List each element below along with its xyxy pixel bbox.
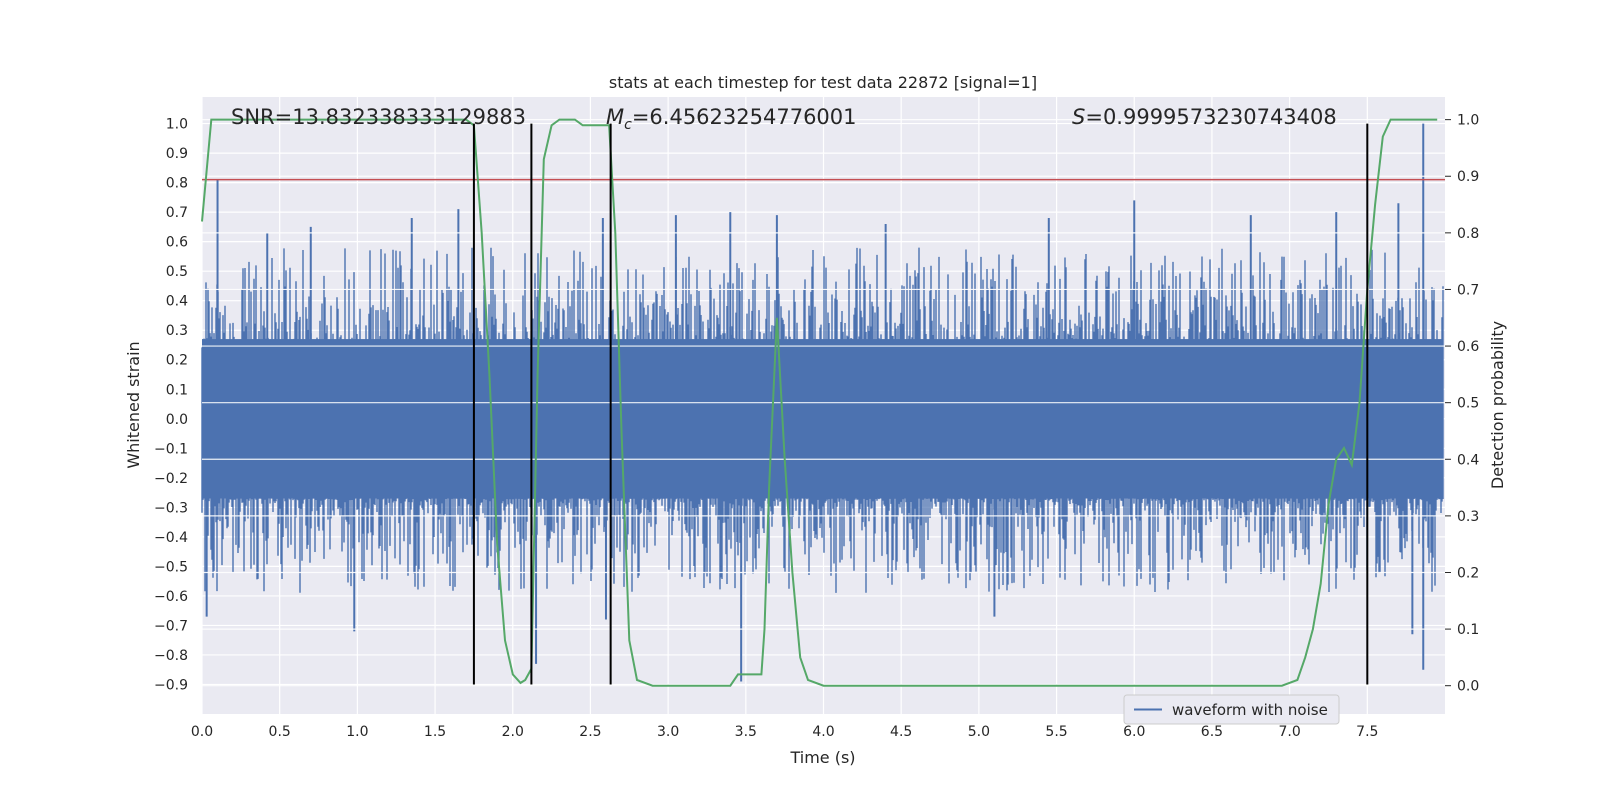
x-tick-label: 2.5 [579, 724, 601, 740]
x-tick-label: 0.0 [191, 724, 213, 740]
x-tick-label: 4.0 [812, 724, 834, 740]
y-tick-label-right: 1.0 [1457, 113, 1479, 129]
x-tick-label: 1.5 [424, 724, 446, 740]
y-tick-label-left: 0.9 [166, 146, 188, 162]
y-tick-label-left: 0.4 [166, 294, 188, 310]
x-tick-labels: 0.0 0.5 1.0 1.5 2.0 2.5 3.0 3.5 4.0 4.5 5.0 5.5 6.0 6… [191, 724, 1379, 740]
chirp-mass-annotation: Mc=6.45623254776001 [606, 105, 857, 133]
chirp-mass-symbol: M [606, 105, 624, 129]
y-tick-label-right: 0.1 [1457, 622, 1479, 638]
legend: waveform with noise [1123, 694, 1340, 725]
x-tick-label: 3.0 [657, 724, 679, 740]
y-tick-label-left: −0.7 [154, 618, 188, 634]
waveform-core [202, 339, 1444, 499]
legend-label: waveform with noise [1172, 701, 1328, 719]
y-tick-label-left: −0.9 [154, 677, 188, 693]
y-tick-label-left: 0.6 [166, 235, 188, 251]
left-y-tick-labels: 1.0 0.9 0.8 0.7 0.6 0.5 0.4 0.3 0.2 0.1 0.0 −0.1 −0.… [154, 117, 188, 694]
x-tick-label: 4.5 [890, 724, 912, 740]
x-tick-label: 7.0 [1278, 724, 1300, 740]
y-tick-label-right: 0.9 [1457, 169, 1479, 185]
chart-title: stats at each timestep for test data 228… [609, 73, 1037, 92]
x-tick-label: 6.5 [1201, 724, 1223, 740]
x-tick-label: 5.0 [968, 724, 990, 740]
y-tick-label-left: 0.8 [166, 176, 188, 192]
x-tick-label: 6.0 [1123, 724, 1145, 740]
chirp-mass-subscript: c [624, 117, 632, 133]
y-tick-label-right: 0.7 [1457, 282, 1479, 298]
score-annotation: S=0.9999573230743408 [1072, 105, 1337, 129]
y-tick-label-left: 0.5 [166, 264, 188, 280]
y-tick-label-left: −0.8 [154, 648, 188, 664]
right-y-tick-labels: 1.0 0.9 0.8 0.7 0.6 0.5 0.4 0.3 0.2 0.1 0.0 [1457, 113, 1479, 695]
snr-annotation: SNR=13.832338333129883 [231, 105, 526, 129]
y-tick-label-right: 0.4 [1457, 452, 1479, 468]
y-tick-label-right: 0.0 [1457, 679, 1479, 695]
waveform-series [201, 123, 1444, 682]
detection-probability-line [201, 118, 1438, 687]
x-tick-label: 1.0 [346, 724, 368, 740]
x-tick-label: 3.5 [735, 724, 757, 740]
y-tick-label-left: −0.6 [154, 589, 188, 605]
y-tick-label-right: 0.5 [1457, 396, 1479, 412]
y-tick-label-left: −0.4 [154, 530, 188, 546]
x-tick-label: 5.5 [1045, 724, 1067, 740]
y-tick-label-left: 0.2 [166, 353, 188, 369]
y-tick-label-right: 0.6 [1457, 339, 1479, 355]
y-tick-label-right: 0.8 [1457, 226, 1479, 242]
y-tick-label-left: 1.0 [166, 117, 188, 133]
chirp-mass-value: =6.45623254776001 [632, 105, 857, 129]
x-tick-label: 0.5 [269, 724, 291, 740]
y-tick-label-left: −0.5 [154, 559, 188, 575]
x-tick-label: 7.5 [1356, 724, 1378, 740]
y-tick-label-left: 0.3 [166, 323, 188, 339]
y-tick-label-left: −0.1 [154, 441, 188, 457]
legend-box [1123, 694, 1340, 725]
y-tick-label-left: −0.3 [154, 500, 188, 516]
y-tick-label-right: 0.2 [1457, 565, 1479, 581]
left-y-axis-label: Whitened strain [124, 341, 143, 468]
y-tick-label-left: 0.0 [166, 412, 188, 428]
y-tick-label-left: 0.1 [166, 382, 188, 398]
y-tick-label-left: −0.2 [154, 471, 188, 487]
event-marker-lines [472, 123, 1369, 685]
y-tick-label-right: 0.3 [1457, 509, 1479, 525]
right-y-axis-label: Detection probability [1488, 321, 1507, 489]
x-axis-label: Time (s) [789, 748, 855, 767]
score-symbol: S [1072, 105, 1085, 129]
score-value: =0.9999573230743408 [1085, 105, 1336, 129]
y-tick-label-left: 0.7 [166, 205, 188, 221]
x-tick-label: 2.0 [502, 724, 524, 740]
